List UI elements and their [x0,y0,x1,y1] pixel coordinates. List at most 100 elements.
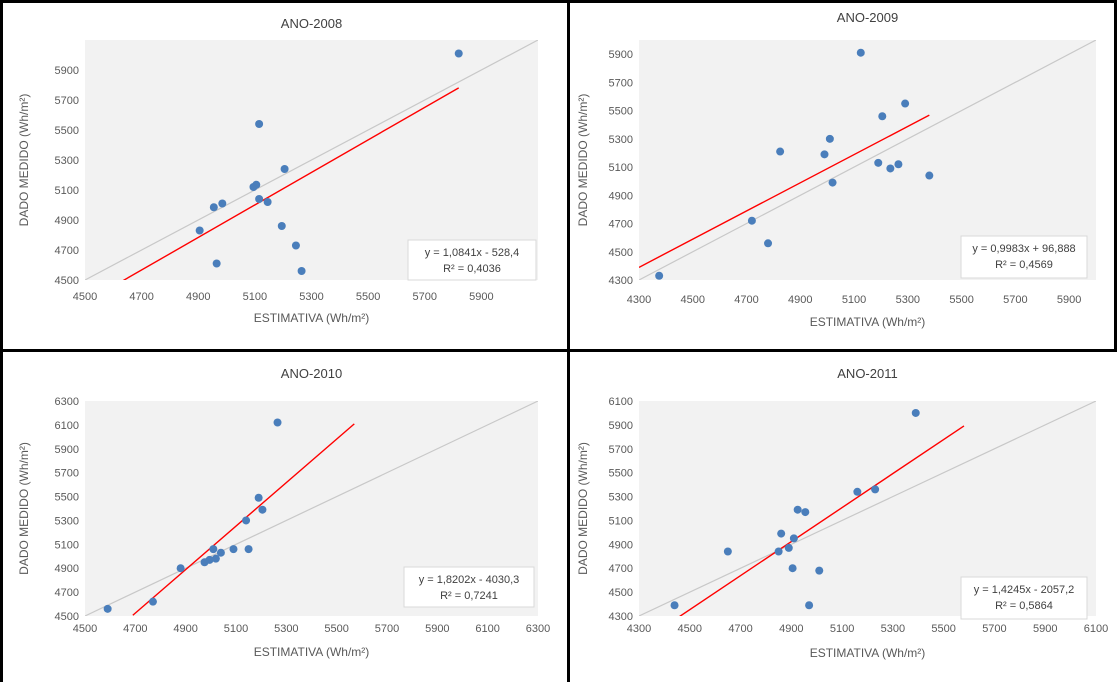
identity-line-2009 [639,40,1096,280]
y-tick-label-2009: 4900 [609,190,633,202]
data-point-2009 [901,99,910,108]
x-tick-label-2009: 5700 [1003,294,1027,306]
y-tick-label-2010: 4700 [55,587,79,599]
x-tick-label-2010: 5700 [375,623,399,635]
data-point-2009 [878,112,887,121]
identity-line-2011 [639,401,1096,616]
y-tick-label-2008: 4900 [55,215,79,227]
equation-box-2009 [960,235,1088,279]
r-squared-2010: R² = 0,7241 [440,590,498,602]
x-tick-label-2008: 5100 [243,291,267,303]
data-point-2011 [911,408,920,417]
x-tick-label-2010: 4900 [173,623,197,635]
data-point-2011 [789,534,798,543]
trendline-equation-2009: y = 0,9983x + 96,888 [972,243,1075,255]
data-point-2009 [776,147,785,156]
data-point-2011 [788,564,797,573]
y-tick-label-2009: 5300 [609,134,633,146]
trendline-2011 [679,425,965,616]
y-tick-label-2008: 5900 [55,65,79,77]
data-point-2009 [874,158,883,167]
x-tick-label-2009: 5900 [1057,294,1081,306]
x-tick-label-2011: 5100 [830,623,854,635]
x-tick-label-2011: 4700 [728,623,752,635]
y-tick-label-2010: 6100 [55,420,79,432]
y-tick-label-2011: 4500 [609,587,633,599]
frame-border-top [0,0,1117,3]
y-tick-label-2011: 5900 [609,420,633,432]
y-tick-label-2009: 4700 [609,219,633,231]
x-tick-label-2008: 5300 [299,291,323,303]
data-point-2008 [255,120,264,128]
x-tick-label-2010: 6100 [475,623,499,635]
data-point-2011 [871,485,880,494]
y-axis-label-2011: DADO MEDIDO (Wh/m²) [576,442,590,575]
data-point-2009 [894,160,903,169]
data-point-2010 [229,545,238,554]
x-tick-label-2011: 4900 [779,623,803,635]
y-tick-label-2011: 4300 [609,611,633,623]
data-point-2009 [655,271,664,280]
x-tick-label-2008: 4900 [186,291,210,303]
data-point-2009 [764,239,773,248]
x-tick-label-2010: 6300 [526,623,550,635]
data-point-2011 [815,566,824,575]
x-tick-label-2008: 5900 [469,291,493,303]
x-tick-label-2009: 5500 [949,294,973,306]
x-tick-label-2011: 5500 [931,623,955,635]
data-point-2010 [148,597,157,606]
chart-title-2011: ANO-2011 [837,366,897,381]
y-tick-label-2010: 5300 [55,515,79,527]
trendline-equation-2010: y = 1,8202x - 4030,3 [419,574,520,586]
x-tick-label-2011: 6100 [1084,623,1108,635]
data-point-2010 [244,545,253,554]
chart-panel-2009: ANO-2009 4300 4500 4700 4900 5100 5300 5500 5700… [569,0,1117,351]
y-tick-label-2008: 5100 [55,185,79,197]
y-tick-label-2011: 5300 [609,492,633,504]
data-point-2010 [176,564,185,573]
data-point-2010 [254,493,263,502]
identity-line-2008 [85,40,538,280]
frame-border-center-horizontal [0,349,1117,352]
r-squared-2009: R² = 0,4569 [995,259,1053,271]
data-point-2009 [825,134,834,143]
chart-panel-2008: ANO-2008 4500 4700 4900 5100 5300 5500 5700 5900… [0,0,569,351]
data-point-2008 [212,259,221,268]
x-tick-label-2011: 5300 [881,623,905,635]
y-tick-label-2009: 4500 [609,247,633,259]
equation-box-2011 [960,576,1088,620]
y-tick-label-2010: 6300 [55,396,79,408]
y-tick-label-2008: 4700 [55,245,79,257]
chart-2009: ANO-2009 4300 4500 4700 4900 5100 5300 5500 5700… [576,10,1096,329]
data-point-2009 [925,171,934,180]
x-tick-label-2008: 4700 [129,291,153,303]
data-point-2011 [853,487,862,496]
data-point-2008 [255,195,264,203]
trendline-2009 [639,114,930,268]
x-tick-label-2009: 5300 [896,294,920,306]
data-point-2011 [670,601,679,610]
frame-border-right [1114,0,1117,351]
data-point-2008 [263,198,272,206]
data-point-2009 [820,150,829,159]
x-tick-label-2009: 4700 [734,294,758,306]
chart-2010: ANO-2010 4500 4700 4900 5100 5300 5500 5700 5900… [17,366,550,659]
y-tick-label-2009: 5700 [609,77,633,89]
data-point-2008 [280,165,289,173]
data-point-2010 [273,418,282,427]
x-tick-label-2011: 4500 [678,623,702,635]
x-axis-label-2009: ESTIMATIVA (Wh/m²) [810,315,926,329]
data-point-2009 [747,216,756,225]
data-point-2011 [784,543,793,552]
data-point-2008 [277,222,286,230]
data-point-2010 [205,555,214,564]
data-point-2008 [218,199,227,208]
trendline-equation-2008: y = 1,0841x - 528,4 [425,247,519,259]
chart-panel-2011: ANO-2011 4300 4500 4700 4900 5100 5300 5500 5700… [569,351,1117,682]
chart-title-2010: ANO-2010 [281,366,342,381]
x-tick-label-2009: 4900 [788,294,812,306]
data-point-2010 [258,505,267,514]
y-tick-label-2009: 5100 [609,162,633,174]
data-point-2009 [886,164,895,173]
